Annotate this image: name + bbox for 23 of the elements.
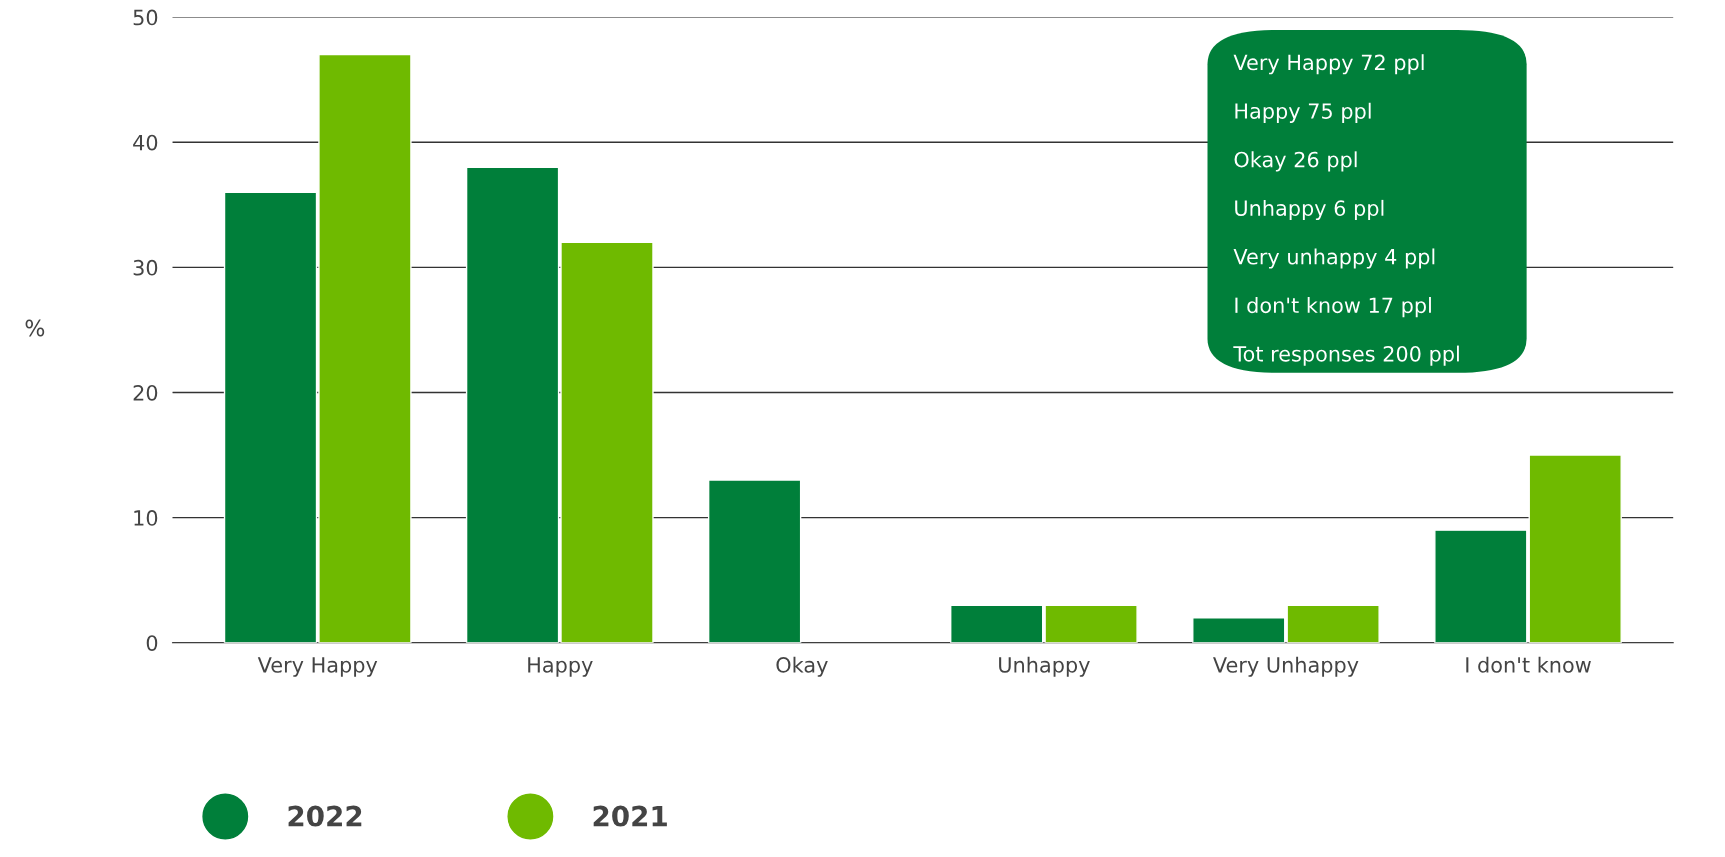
annotation: Okay 26 ppl <box>1234 151 1357 172</box>
legend-label: 2021 <box>593 805 667 827</box>
annotation: Very Happy 72 ppl <box>1233 54 1424 75</box>
x-tick-label: Okay <box>776 656 828 677</box>
x-tick-label: Unhappy <box>999 656 1090 677</box>
x-tick-label: I don't know <box>1466 656 1591 673</box>
y-tick-label: 40 <box>133 134 158 151</box>
annotation: Tot responses 200 ppl <box>1233 345 1459 366</box>
y-tick-label: 0 <box>146 635 158 651</box>
y-axis-title: % <box>25 319 45 337</box>
y-tick-label: 20 <box>133 384 158 401</box>
x-tick-label: Very Unhappy <box>1213 656 1359 677</box>
annotation: I don't know 17 ppl <box>1235 297 1431 318</box>
x-tick-label: Happy <box>528 657 593 677</box>
bar <box>707 479 802 643</box>
y-tick-label: 30 <box>133 259 158 276</box>
x-tick-label: Very Happy <box>257 657 378 677</box>
annotation: Very unhappy 4 ppl <box>1233 248 1435 269</box>
legend-label: 2022 <box>288 805 362 827</box>
annotation: Happy 75 ppl <box>1235 102 1371 123</box>
y-tick-label: 10 <box>134 510 158 526</box>
annotation: Unhappy 6 ppl <box>1235 199 1384 221</box>
y-tick-label: 50 <box>133 9 158 26</box>
